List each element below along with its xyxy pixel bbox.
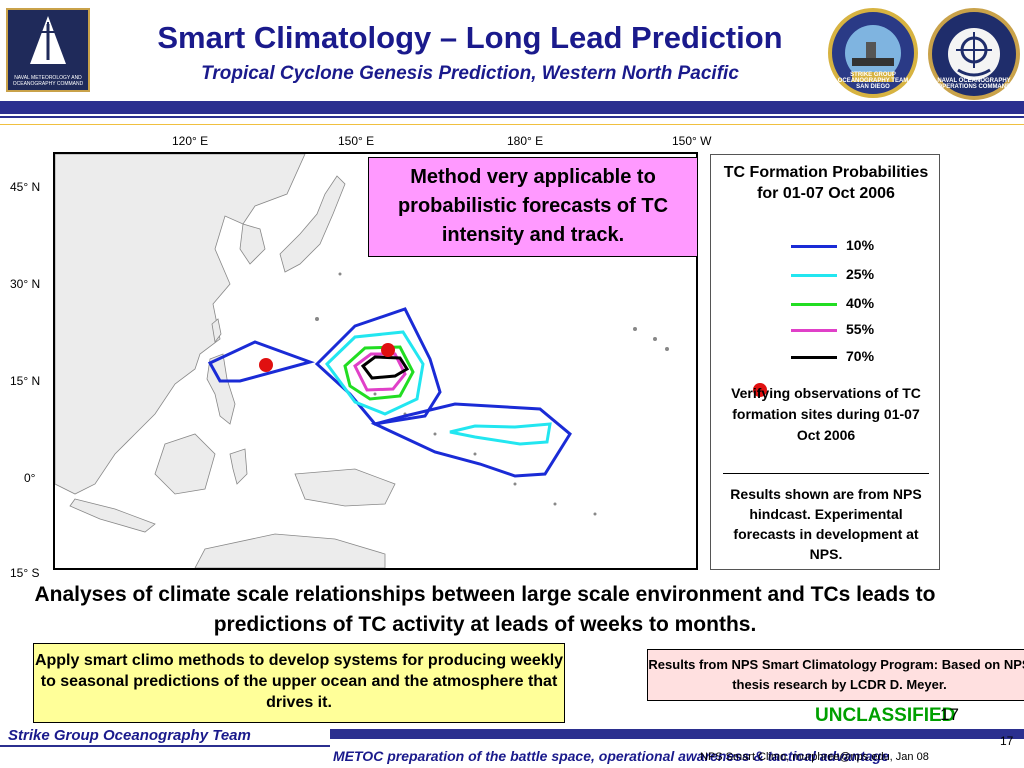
footer-page-number: 17 bbox=[1000, 734, 1014, 748]
contour-25pct bbox=[325, 330, 552, 446]
analysis-statement: Analyses of climate scale relationships … bbox=[34, 583, 936, 636]
results-note: Results shown are from NPS hindcast. Exp… bbox=[730, 486, 922, 562]
legend-swatch-70 bbox=[791, 356, 837, 359]
classification-marking: UNCLASSIFIED bbox=[815, 705, 956, 726]
strike-group-seal: STRIKE GROUP OCEANOGRAPHY TEAM SAN DIEGO bbox=[828, 8, 918, 98]
lat-label-30n: 30° N bbox=[10, 277, 41, 291]
observation-legend-dot bbox=[753, 383, 767, 397]
legend-swatch-55 bbox=[791, 329, 837, 332]
footer-left-rule bbox=[0, 745, 330, 747]
lat-label-15s: 15° S bbox=[10, 566, 40, 580]
footer-bar bbox=[330, 729, 1024, 739]
land-masses bbox=[54, 153, 396, 569]
ship-seal-icon bbox=[845, 25, 901, 82]
slide-title: Smart Climatology – Long Lead Prediction bbox=[157, 20, 783, 55]
legend-swatch-10 bbox=[791, 245, 837, 248]
contour-70pct bbox=[360, 355, 410, 380]
verifying-observations-text: Verifying observations of TC formation s… bbox=[731, 385, 921, 443]
method-callout: Method very applicable to probabilistic … bbox=[368, 157, 698, 257]
legend-label-40: 40% bbox=[846, 295, 875, 311]
lon-label-150w: 150° W bbox=[672, 134, 712, 148]
navmetoc-logo: NAVAL METEOROLOGY AND OCEANOGRAPHY COMMA… bbox=[6, 8, 90, 92]
seal-right1-caption: STRIKE GROUP OCEANOGRAPHY TEAM SAN DIEGO bbox=[837, 72, 909, 90]
contour-55pct bbox=[353, 352, 407, 392]
pacific-islands bbox=[315, 272, 669, 577]
legend-label-70: 70% bbox=[846, 348, 875, 364]
contour-40pct bbox=[343, 345, 415, 401]
ship-wheel-icon bbox=[948, 28, 1000, 80]
footer-tagline: METOC preparation of the battle space, o… bbox=[333, 748, 890, 764]
legend-item-40: 40% bbox=[791, 295, 931, 313]
legend-item-25: 25% bbox=[791, 266, 931, 284]
legend-label-25: 25% bbox=[846, 266, 875, 282]
lon-label-180e: 180° E bbox=[507, 134, 544, 148]
legend-divider bbox=[723, 473, 929, 474]
header-gold-rule bbox=[0, 124, 1024, 125]
lon-label-120e: 120° E bbox=[172, 134, 209, 148]
lat-label-45n: 45° N bbox=[10, 180, 41, 194]
observation-marker bbox=[259, 358, 273, 372]
lon-label-150e: 150° E bbox=[338, 134, 375, 148]
slide-subtitle: Tropical Cyclone Genesis Prediction, Wes… bbox=[201, 63, 739, 84]
legend-label-55: 55% bbox=[846, 321, 875, 337]
observation-marker bbox=[381, 343, 395, 357]
legend-panel: TC Formation Probabilities for 01-07 Oct… bbox=[710, 154, 940, 570]
footer-team-name: Strike Group Oceanography Team bbox=[8, 727, 251, 744]
legend-item-55: 55% bbox=[791, 321, 931, 339]
header-rule bbox=[0, 116, 1024, 118]
header-bar bbox=[0, 101, 1024, 114]
legend-item-70: 70% bbox=[791, 348, 931, 366]
lat-label-15n: 15° N bbox=[10, 374, 41, 388]
seal-right2-caption: NAVAL OCEANOGRAPHY OPERATIONS COMMAND bbox=[937, 78, 1011, 90]
legend-label-10: 10% bbox=[846, 237, 875, 253]
apply-methods-box: Apply smart climo methods to develop sys… bbox=[33, 643, 565, 723]
legend-swatch-25 bbox=[791, 274, 837, 277]
lat-label-equator: 0° bbox=[24, 471, 36, 485]
map-canvas bbox=[54, 153, 669, 577]
legend-swatch-40 bbox=[791, 303, 837, 306]
trident-icon bbox=[30, 16, 66, 64]
logo-left-caption: NAVAL METEOROLOGY AND OCEANOGRAPHY COMMA… bbox=[12, 75, 84, 87]
legend-item-10: 10% bbox=[791, 237, 931, 255]
nps-results-box: Results from NPS Smart Climatology Progr… bbox=[647, 649, 1024, 701]
page-number-overlay: 17 bbox=[940, 705, 959, 724]
footer-contact-note: NPS Smart Climo, murphree@nps.edu, Jan 0… bbox=[700, 751, 929, 763]
legend-title: TC Formation Probabilities for 01-07 Oct… bbox=[723, 164, 929, 202]
navoceanops-seal: NAVAL OCEANOGRAPHY OPERATIONS COMMAND bbox=[928, 8, 1020, 100]
